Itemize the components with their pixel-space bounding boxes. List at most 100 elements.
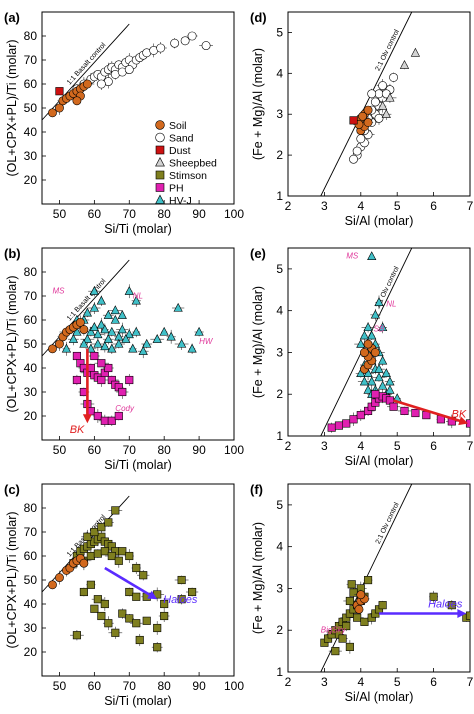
data-point: [399, 60, 410, 69]
data-point: [400, 406, 409, 415]
x-tick-label: 90: [192, 679, 206, 693]
data-point: [72, 351, 81, 361]
y-tick-label: 60: [24, 77, 38, 91]
series-soil: [48, 315, 89, 354]
data-point: [125, 614, 134, 623]
legend-label: HV-J: [169, 195, 192, 207]
data-point: [72, 96, 82, 106]
y-tick-label: 1: [276, 429, 283, 443]
data-point: [125, 551, 134, 561]
data-point: [170, 38, 180, 48]
y-tick-label: 2: [276, 387, 283, 401]
data-point: [187, 31, 197, 41]
data-point: [374, 364, 384, 373]
data-point: [97, 359, 106, 368]
data-point: [48, 580, 57, 590]
data-point: [367, 251, 377, 261]
data-point: [111, 506, 120, 515]
annotation-label: MS: [52, 287, 65, 296]
data-point: [90, 351, 99, 361]
plot-area: 2:1 Olv control: [320, 12, 421, 196]
x-axis-label: Si/Ti (molar): [104, 694, 172, 708]
data-point: [160, 611, 169, 621]
data-point: [349, 116, 358, 125]
legend-label: Stimson: [169, 170, 207, 182]
data-point: [97, 375, 106, 385]
data-point: [97, 523, 106, 532]
data-point: [345, 596, 354, 606]
data-point: [114, 556, 123, 565]
control-line-label: 2:1 Olv control: [375, 501, 401, 545]
data-point: [89, 302, 99, 312]
data-point: [96, 295, 106, 305]
data-point: [82, 334, 93, 343]
y-tick-label: 3: [276, 107, 283, 121]
data-point: [79, 325, 89, 335]
x-tick-label: 5: [394, 439, 401, 453]
data-point: [110, 314, 120, 324]
data-point: [177, 575, 186, 585]
x-tick-label: 100: [224, 443, 244, 457]
data-point: [104, 518, 113, 527]
annotation-label: NL: [386, 299, 396, 308]
data-point: [132, 563, 141, 573]
data-point: [96, 79, 106, 89]
data-point: [177, 338, 187, 348]
y-tick-label: 4: [276, 66, 283, 80]
x-tick-label: 80: [158, 443, 172, 457]
data-point: [378, 81, 388, 91]
data-point: [55, 573, 64, 583]
data-point: [118, 547, 127, 556]
data-point: [354, 604, 364, 614]
x-tick-label: 60: [88, 679, 102, 693]
data-point: [104, 619, 113, 628]
legend-marker: [155, 132, 165, 143]
y-tick-label: 70: [24, 525, 38, 539]
data-point: [90, 604, 99, 613]
data-point: [83, 532, 92, 541]
data-point: [114, 411, 123, 421]
annotation-label: BigSky: [321, 625, 347, 634]
data-point: [139, 571, 148, 580]
data-point: [363, 117, 373, 127]
y-tick-label: 1: [276, 665, 283, 679]
annotation-label: HW: [199, 337, 214, 346]
data-point: [345, 642, 354, 651]
y-tick-label: 80: [24, 29, 38, 43]
data-point: [353, 613, 362, 622]
data-point: [100, 599, 109, 609]
data-point: [118, 387, 127, 397]
y-tick-label: 4: [276, 540, 283, 554]
data-point: [110, 305, 120, 315]
plot-frame: [287, 247, 471, 437]
data-point: [100, 341, 110, 351]
data-point: [93, 595, 102, 604]
data-point: [124, 65, 134, 75]
data-point: [153, 643, 162, 652]
series-soil: [353, 105, 374, 136]
x-tick-label: 2: [285, 199, 292, 213]
data-point: [371, 390, 380, 399]
x-tick-label: 7: [467, 199, 474, 213]
x-axis-label: Si/Ti (molar): [104, 222, 172, 236]
x-tick-label: 80: [158, 207, 172, 221]
x-tick-label: 50: [53, 207, 67, 221]
data-point: [79, 587, 88, 597]
plot-frame: [287, 11, 471, 197]
y-tick-label: 40: [24, 597, 38, 611]
data-point: [142, 616, 151, 625]
data-point: [107, 416, 116, 425]
y-tick-label: 80: [24, 265, 38, 279]
data-point: [360, 348, 369, 357]
y-tick-label: 20: [24, 409, 38, 423]
x-tick-label: 3: [321, 439, 328, 453]
legend-marker: [155, 145, 165, 155]
y-tick-label: 4: [276, 304, 283, 318]
data-point: [86, 326, 96, 336]
data-point: [363, 322, 373, 332]
data-point: [93, 549, 102, 558]
x-tick-label: 60: [88, 443, 102, 457]
y-tick-label: 40: [24, 125, 38, 139]
